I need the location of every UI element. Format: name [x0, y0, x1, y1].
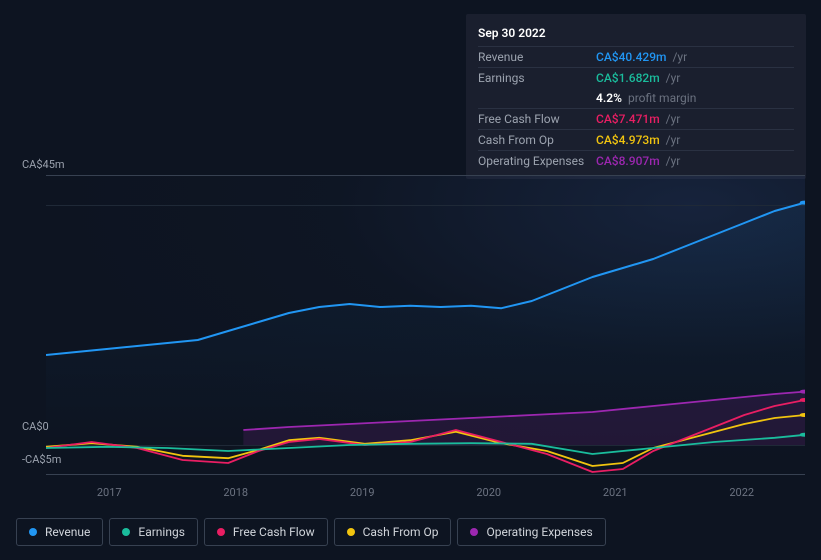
- legend-label: Cash From Op: [363, 525, 439, 539]
- tooltip-row: EarningsCA$1.682m /yr: [478, 67, 794, 88]
- plot-area[interactable]: [16, 175, 805, 475]
- legend-dot-icon: [347, 528, 355, 536]
- tooltip-value: CA$40.429m /yr: [596, 50, 794, 64]
- legend-label: Free Cash Flow: [233, 525, 315, 539]
- tooltip-label: [478, 91, 596, 105]
- legend-item[interactable]: Earnings: [109, 518, 198, 546]
- xaxis: 2017 2018 2019 2020 2021 2022: [46, 480, 805, 499]
- legend-dot-icon: [122, 528, 130, 536]
- tooltip-row: 4.2% profit margin: [478, 88, 794, 108]
- xaxis-tick: 2018: [223, 486, 248, 499]
- legend-label: Earnings: [138, 525, 185, 539]
- yaxis-label-top: CA$45m: [22, 158, 65, 171]
- tooltip-label: Cash From Op: [478, 133, 596, 147]
- tooltip-value: 4.2% profit margin: [596, 91, 794, 105]
- legend-label: Operating Expenses: [486, 525, 592, 539]
- tooltip-label: Free Cash Flow: [478, 112, 596, 126]
- legend-item[interactable]: Operating Expenses: [457, 518, 605, 546]
- xaxis-tick: 2017: [97, 486, 122, 499]
- data-tooltip: Sep 30 2022 RevenueCA$40.429m /yrEarning…: [466, 14, 806, 179]
- chart-container: CA$45m CA$0 -CA$5m 201720182019202020212…: [16, 160, 805, 510]
- tooltip-value: CA$4.973m /yr: [596, 133, 794, 147]
- xaxis-tick: 2021: [603, 486, 628, 499]
- legend-item[interactable]: Revenue: [16, 518, 103, 546]
- tooltip-value: CA$1.682m /yr: [596, 71, 794, 85]
- tooltip-row: Free Cash FlowCA$7.471m /yr: [478, 108, 794, 129]
- legend-item[interactable]: Free Cash Flow: [204, 518, 328, 546]
- legend-dot-icon: [29, 528, 37, 536]
- xaxis-tick: 2020: [476, 486, 501, 499]
- tooltip-value: CA$7.471m /yr: [596, 112, 794, 126]
- tooltip-date: Sep 30 2022: [478, 22, 794, 46]
- tooltip-row: RevenueCA$40.429m /yr: [478, 46, 794, 67]
- xaxis-tick: 2022: [729, 486, 754, 499]
- legend-item[interactable]: Cash From Op: [334, 518, 452, 546]
- xaxis-tick: 2019: [350, 486, 375, 499]
- legend: Revenue Earnings Free Cash Flow Cash From O…: [16, 518, 606, 546]
- legend-dot-icon: [470, 528, 478, 536]
- tooltip-label: Revenue: [478, 50, 596, 64]
- legend-dot-icon: [217, 528, 225, 536]
- tooltip-label: Earnings: [478, 71, 596, 85]
- legend-label: Revenue: [45, 525, 90, 539]
- tooltip-row: Cash From OpCA$4.973m /yr: [478, 129, 794, 150]
